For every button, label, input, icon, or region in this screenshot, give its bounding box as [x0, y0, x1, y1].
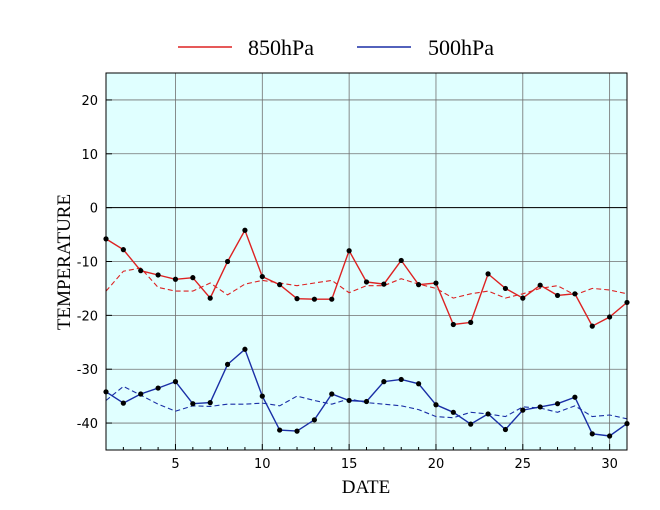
- ticks: [105, 99, 628, 450]
- data-point: [346, 248, 352, 254]
- data-point: [433, 280, 439, 286]
- y-tick-label: 20: [81, 94, 98, 109]
- data-point: [190, 275, 196, 281]
- data-point: [485, 271, 491, 277]
- x-axis-title: DATE: [342, 477, 391, 498]
- data-point: [155, 272, 161, 278]
- data-point: [259, 393, 265, 399]
- data-point: [398, 257, 404, 264]
- x-tick-label: 30: [601, 457, 618, 472]
- data-point: [363, 279, 370, 285]
- data-point: [537, 282, 543, 288]
- data-point: [311, 296, 317, 302]
- data-point: [207, 295, 213, 301]
- x-tick-label: 20: [428, 457, 445, 472]
- data-point: [207, 400, 213, 406]
- data-point: [433, 402, 439, 408]
- y-tick-labels: 20 10 0 -10 -20 -30 -40: [77, 94, 98, 432]
- data-point: [242, 346, 248, 352]
- data-point: [224, 258, 231, 265]
- x-tick-label: 25: [515, 457, 532, 472]
- data-point: [172, 379, 179, 385]
- data-point: [468, 421, 474, 427]
- data-point: [398, 376, 404, 383]
- x-tick-labels: 5 10 15 20 25 30: [171, 457, 618, 472]
- data-point: [138, 391, 144, 397]
- data-point: [485, 411, 491, 417]
- data-point: [554, 292, 561, 299]
- data-point: [450, 321, 456, 328]
- data-point: [277, 282, 283, 288]
- series-line-2: [105, 267, 628, 299]
- data-point: [224, 361, 231, 367]
- data-point: [190, 401, 196, 407]
- data-point: [554, 401, 561, 407]
- data-point: [520, 295, 526, 301]
- data-point: [363, 398, 370, 405]
- y-tick-label: -40: [77, 417, 98, 432]
- data-point: [502, 426, 509, 433]
- legend: 850hPa 500hPa: [178, 35, 494, 60]
- data-point: [346, 397, 352, 404]
- data-point: [502, 285, 509, 292]
- legend-label-500hpa: 500hPa: [428, 35, 494, 60]
- data-point: [294, 296, 300, 302]
- data-point: [120, 247, 126, 253]
- series-layer: [103, 227, 630, 439]
- data-point: [450, 409, 456, 415]
- y-tick-label: 0: [90, 202, 98, 217]
- data-point: [138, 268, 144, 274]
- data-point: [607, 433, 613, 439]
- data-point: [589, 431, 595, 437]
- data-point: [242, 227, 248, 233]
- y-tick-label: -10: [77, 256, 98, 271]
- data-point: [416, 381, 422, 387]
- y-tick-label: -20: [77, 309, 98, 324]
- data-point: [329, 391, 335, 397]
- data-point: [607, 314, 613, 320]
- data-point: [277, 427, 283, 433]
- x-tick-label: 5: [171, 457, 179, 472]
- data-point: [572, 394, 578, 400]
- data-point: [311, 417, 317, 423]
- data-point: [381, 379, 387, 385]
- y-tick-label: 10: [81, 148, 98, 163]
- data-point: [416, 282, 422, 288]
- data-point: [155, 385, 161, 391]
- data-point: [520, 407, 526, 413]
- legend-label-850hpa: 850hPa: [248, 35, 314, 60]
- data-point: [294, 428, 300, 434]
- y-axis-title: TEMPERATURE: [54, 194, 75, 330]
- data-point: [172, 276, 179, 282]
- y-tick-label: -30: [77, 363, 98, 378]
- data-point: [329, 296, 335, 302]
- data-point: [259, 273, 265, 280]
- data-point: [381, 281, 387, 287]
- x-tick-label: 15: [341, 457, 358, 472]
- data-point: [120, 400, 126, 406]
- data-point: [468, 319, 474, 325]
- data-point: [589, 323, 595, 329]
- data-point: [572, 291, 578, 297]
- data-point: [537, 404, 543, 410]
- x-tick-label: 10: [254, 457, 271, 472]
